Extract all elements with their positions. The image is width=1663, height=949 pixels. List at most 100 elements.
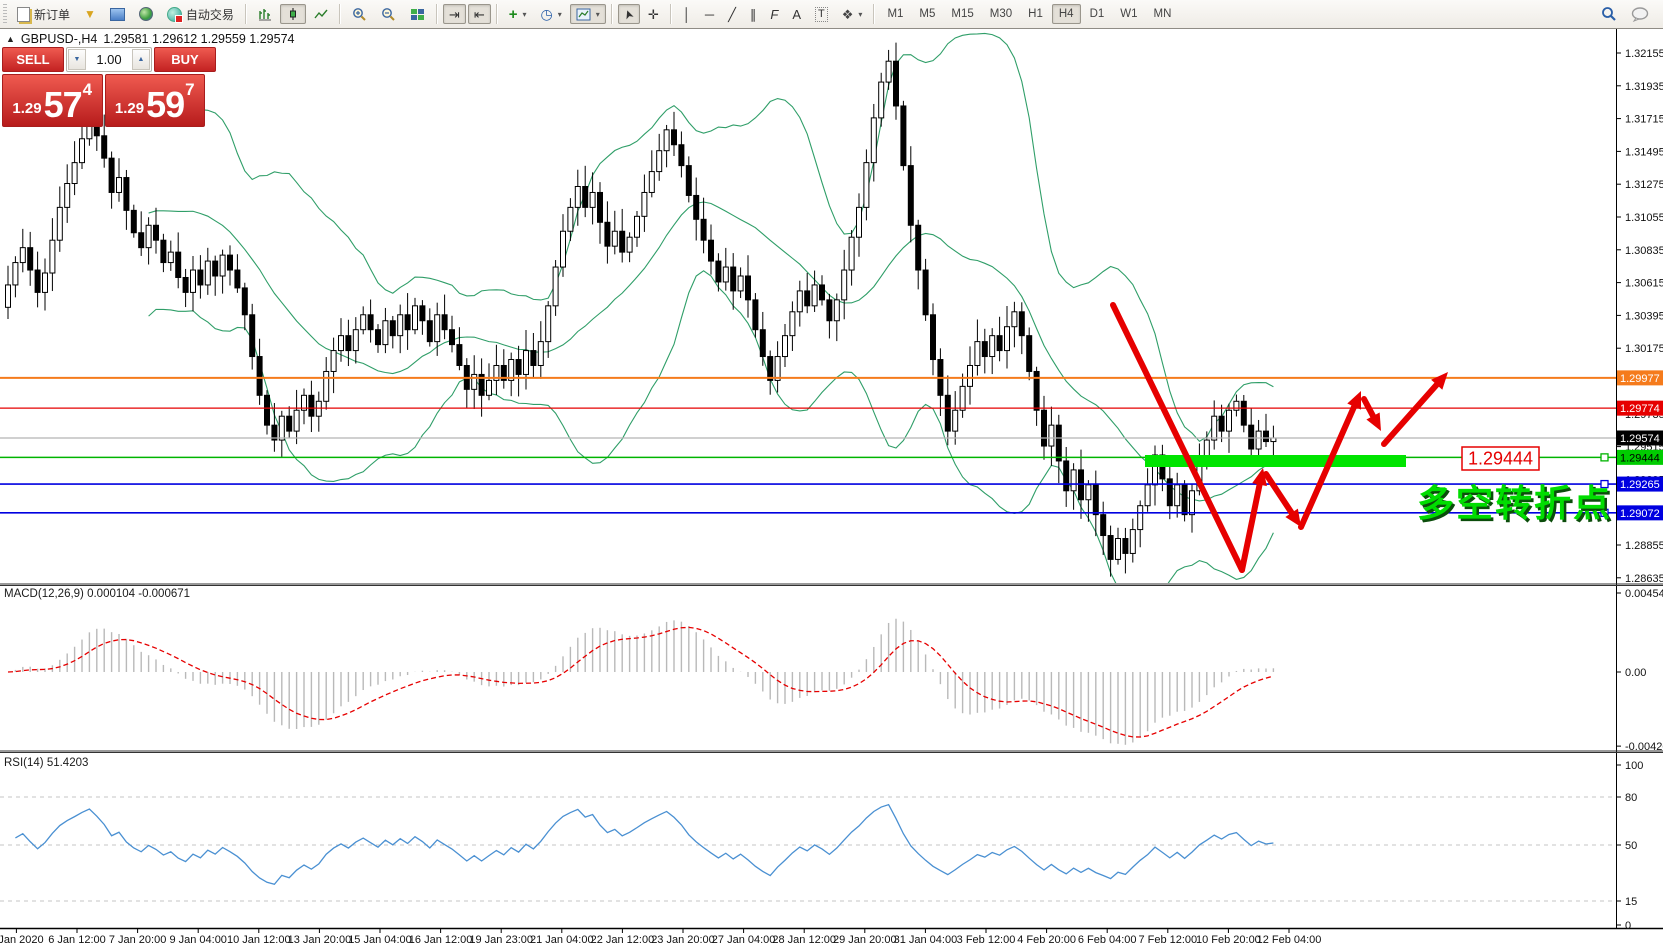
candle-body — [404, 314, 411, 331]
timeframe-mn[interactable]: MN — [1153, 8, 1172, 20]
tile-windows-button[interactable] — [404, 4, 431, 24]
candle-body — [582, 185, 589, 208]
zoom-in-button[interactable] — [346, 4, 373, 24]
horizontal-line-tool-button[interactable]: ─ — [699, 4, 720, 24]
candle-body — [219, 254, 226, 277]
timeframe-m5[interactable]: M5 — [919, 8, 936, 20]
candle-body — [1070, 469, 1077, 492]
highlight-button[interactable]: ▼ — [78, 4, 102, 24]
candle-body — [907, 165, 914, 226]
collapse-panel-icon[interactable]: ▲ — [6, 34, 15, 44]
trend-arrow-line[interactable] — [1381, 375, 1446, 447]
auto-scroll-button[interactable]: ⇤ — [467, 4, 491, 24]
zoom-out-button[interactable] — [375, 4, 402, 24]
toolbar-separator — [338, 4, 341, 24]
navigator-button[interactable] — [133, 4, 159, 24]
timeframe-m1[interactable]: M1 — [887, 8, 904, 20]
fibonacci-tool-button[interactable]: F — [764, 4, 784, 24]
candle-body — [227, 254, 233, 271]
line-price-label-text: 1.29977 — [1620, 373, 1660, 385]
timeframe-m15[interactable]: M15 — [951, 8, 974, 20]
main-pane — [0, 32, 1616, 583]
crosshair-tool-button[interactable]: ✛ — [642, 4, 665, 24]
sell-price-display[interactable]: 1.29 57 4 — [2, 74, 103, 127]
fibonacci-icon: F — [770, 6, 779, 22]
text-label-tool-button[interactable]: T — [809, 4, 834, 24]
trend-arrow-line[interactable] — [1239, 473, 1265, 573]
volume-decrease-button[interactable]: ▼ — [68, 49, 86, 70]
candle-body — [626, 236, 633, 253]
candle-body — [1166, 478, 1173, 507]
toolbar-grip[interactable] — [3, 4, 7, 24]
autotrading-button[interactable]: 自动交易 — [161, 4, 240, 24]
clock-icon: ◷ — [540, 5, 553, 22]
candle-body — [796, 290, 803, 313]
candle-body — [974, 341, 981, 366]
candle-body — [323, 370, 330, 402]
buy-price-display[interactable]: 1.29 59 7 — [104, 74, 205, 127]
bollinger-lower — [148, 270, 1274, 583]
line-chart-button[interactable] — [308, 4, 334, 24]
cursor-tool-button[interactable]: ➤ — [617, 4, 640, 24]
volume-increase-button[interactable]: ▲ — [132, 49, 150, 70]
timeframe-m30[interactable]: M30 — [989, 8, 1013, 20]
price-tick-label: 1.28635 — [1625, 573, 1663, 585]
price-callout[interactable]: 1.29444 — [1461, 446, 1540, 471]
template-button[interactable]: ▾ — [569, 4, 606, 24]
trend-arrow-line[interactable] — [1298, 396, 1361, 530]
date-tick-label: 10 Feb 20:00 — [1196, 934, 1261, 946]
line-selection-handle[interactable] — [1600, 453, 1609, 462]
trendline-tool-button[interactable]: ╱ — [722, 4, 742, 24]
candle-body — [345, 335, 352, 352]
timeframe-d1[interactable]: D1 — [1089, 8, 1105, 20]
search-button[interactable] — [1595, 4, 1623, 24]
market-watch-button[interactable] — [104, 4, 131, 24]
chat-button[interactable] — [1625, 4, 1655, 24]
navigator-icon — [138, 7, 153, 21]
date-tick-label: 13 Jan 20:00 — [288, 934, 352, 946]
candle-body — [767, 356, 774, 381]
trend-arrow-line[interactable] — [1110, 302, 1245, 573]
bar-chart-button[interactable] — [252, 4, 278, 24]
candle-body — [108, 157, 115, 193]
rsi-axis-label: 15 — [1625, 896, 1637, 908]
price-callout-text: 1.29444 — [1468, 449, 1533, 469]
new-order-button[interactable]: 新订单 — [11, 4, 76, 24]
candle-body — [56, 206, 63, 241]
add-indicator-button[interactable]: + ▾ — [503, 4, 533, 24]
candle-body — [1107, 535, 1114, 560]
line-selection-handle[interactable] — [1600, 508, 1609, 518]
text-tool-button[interactable]: A — [786, 4, 807, 24]
candlestick-chart-button[interactable] — [279, 4, 306, 24]
buy-button[interactable]: BUY — [154, 47, 216, 72]
channel-tool-button[interactable]: ∥ — [744, 4, 763, 24]
period-button[interactable]: ◷ ▾ — [535, 4, 568, 24]
chart-shift-button[interactable]: ⇥ — [442, 4, 466, 24]
line-price-label-text: 1.29444 — [1620, 452, 1660, 464]
trend-arrow-line[interactable] — [1263, 471, 1300, 523]
timeframe-w1[interactable]: W1 — [1120, 8, 1138, 20]
candle-body — [730, 266, 737, 292]
timeframe-h4[interactable]: H4 — [1051, 4, 1081, 24]
rsi-line — [15, 803, 1274, 885]
support-zone-band[interactable] — [1145, 455, 1406, 467]
rsi-axis-label: 50 — [1625, 840, 1637, 852]
line-selection-handle[interactable] — [1600, 479, 1609, 489]
arrows-tool-button[interactable]: ❖ ▾ — [836, 4, 869, 24]
candle-body — [878, 81, 885, 119]
candle-body — [537, 341, 544, 366]
text-icon: A — [792, 6, 802, 22]
tile-windows-icon — [410, 8, 424, 20]
toolbar-separator — [610, 4, 613, 24]
volume-input[interactable] — [87, 48, 131, 71]
vertical-line-tool-button[interactable]: │ — [677, 4, 697, 24]
candle-body — [256, 356, 263, 396]
candle-body — [1144, 484, 1151, 507]
sell-button[interactable]: SELL — [2, 47, 64, 72]
turning-point-note[interactable]: 多空转折点 — [1417, 483, 1612, 524]
timeframe-h1[interactable]: H1 — [1028, 8, 1043, 20]
price-tick-label: 1.30175 — [1625, 343, 1663, 355]
date-tick-label: 15 Jan 04:00 — [348, 934, 412, 946]
candle-body — [1129, 529, 1136, 554]
